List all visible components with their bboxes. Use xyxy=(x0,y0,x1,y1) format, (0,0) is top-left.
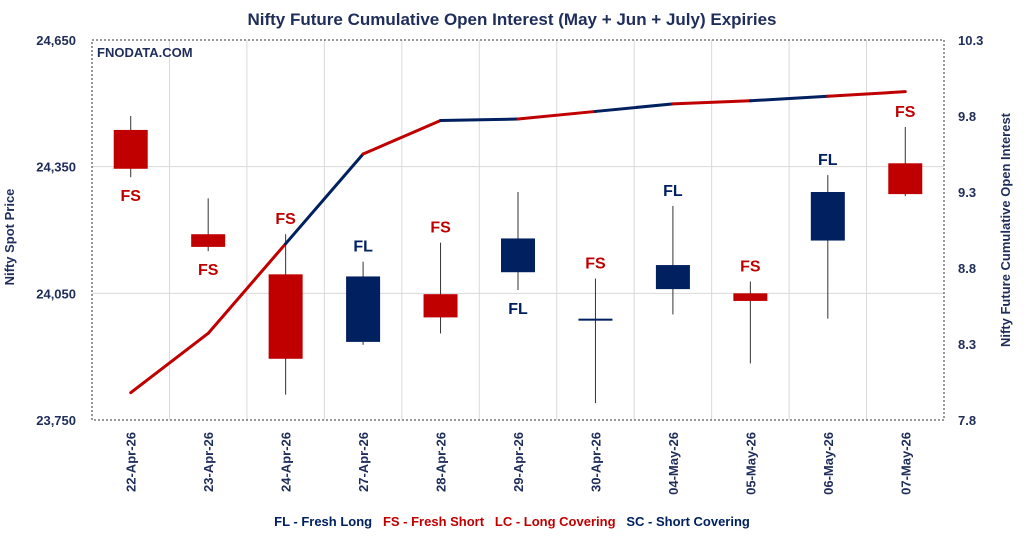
candle-label: FL xyxy=(508,301,528,318)
candle-label: FL xyxy=(353,239,373,256)
x-axis: 22-Apr-26 23-Apr-26 24-Apr-26 27-Apr-26 28-A… xyxy=(124,432,914,495)
candle-label: FL xyxy=(663,183,683,200)
legend-item-sc: SC - Short Covering xyxy=(616,514,750,529)
y-right-tick: 10.3 xyxy=(958,33,983,48)
candle-body xyxy=(888,163,923,195)
y-left-tick: 24,350 xyxy=(36,160,76,175)
y-right-label: Nifty Future Cumulative Open Interest xyxy=(998,112,1013,347)
x-tick: 04-May-26 xyxy=(666,432,681,495)
oi-segment xyxy=(671,99,752,106)
candlesticks xyxy=(113,116,923,404)
legend-item-fs: FS - Fresh Short xyxy=(372,514,485,529)
candle-label: FS xyxy=(895,104,916,121)
oi-segment xyxy=(826,90,907,98)
legend-item-fl: FL - Fresh Long xyxy=(274,514,372,529)
candle xyxy=(810,175,845,319)
legend-item-lc: LC - Long Covering xyxy=(484,514,615,529)
open-interest-line xyxy=(129,90,907,395)
x-tick: 27-Apr-26 xyxy=(356,432,371,492)
candle-label: FS xyxy=(121,188,142,205)
watermark: FNODATA.COM xyxy=(97,45,193,60)
oi-segment xyxy=(516,109,597,121)
candle-label: FL xyxy=(818,152,838,169)
candle-label: FS xyxy=(585,256,606,273)
candle-body xyxy=(113,129,148,169)
candle-annotations: FS FS FS FL FS FL FS FL FS FL FS xyxy=(121,104,916,318)
y-right-tick: 8.3 xyxy=(958,337,976,352)
oi-segment xyxy=(439,117,520,123)
candle-body xyxy=(501,238,535,273)
candle-label: FS xyxy=(275,211,296,228)
x-tick: 29-Apr-26 xyxy=(511,432,526,492)
candle xyxy=(346,261,381,345)
candle-body xyxy=(191,234,226,247)
x-tick: 22-Apr-26 xyxy=(124,432,139,492)
candle-body xyxy=(268,274,303,359)
plot-area-border xyxy=(91,39,945,421)
y-right-tick: 8.8 xyxy=(958,261,976,276)
candle xyxy=(191,198,226,252)
x-tick: 24-Apr-26 xyxy=(279,432,294,492)
chart-title: Nifty Future Cumulative Open Interest (M… xyxy=(247,10,776,29)
candle xyxy=(268,234,303,395)
x-tick: 30-Apr-26 xyxy=(588,432,603,492)
candle-body xyxy=(346,276,381,342)
y-right-tick: 9.8 xyxy=(958,109,976,124)
oi-segment xyxy=(284,152,365,246)
x-tick: 05-May-26 xyxy=(743,432,758,495)
right-y-axis: 10.3 9.8 9.3 8.8 8.3 7.8 xyxy=(958,33,983,428)
oi-segment xyxy=(593,102,675,113)
candle-label: FS xyxy=(430,220,451,237)
x-tick: 28-Apr-26 xyxy=(434,432,449,492)
x-tick: 06-May-26 xyxy=(821,432,836,495)
y-left-tick: 24,650 xyxy=(36,33,76,48)
oi-segment xyxy=(206,242,288,335)
candle-body xyxy=(423,294,458,318)
candle-body xyxy=(733,293,768,301)
candle xyxy=(888,126,923,197)
candle-label: FS xyxy=(740,259,761,276)
candle xyxy=(423,242,458,334)
left-y-axis: 24,650 24,350 24,050 23,750 xyxy=(36,33,76,428)
candle xyxy=(733,281,768,364)
oi-segment xyxy=(129,331,210,395)
x-tick: 23-Apr-26 xyxy=(201,432,216,492)
candle-body xyxy=(810,192,845,241)
y-left-tick: 24,050 xyxy=(36,286,76,301)
y-right-tick: 7.8 xyxy=(958,413,976,428)
candle-label: FS xyxy=(198,262,219,279)
candle xyxy=(113,116,148,178)
gridlines xyxy=(92,40,944,420)
candle xyxy=(655,205,690,315)
oi-segment xyxy=(361,119,443,156)
oi-segment xyxy=(748,94,830,103)
y-left-label: Nifty Spot Price xyxy=(2,189,17,286)
candle xyxy=(578,278,613,404)
legend-text: FL - Fresh Long FS - Fresh Short LC - Lo… xyxy=(274,514,750,529)
legend: FL - Fresh Long FS - Fresh Short LC - Lo… xyxy=(274,514,750,529)
candle xyxy=(501,192,535,290)
candle-body xyxy=(578,318,613,321)
x-tick: 07-May-26 xyxy=(898,432,913,495)
y-right-tick: 9.3 xyxy=(958,185,976,200)
candle-body xyxy=(655,265,690,290)
y-left-tick: 23,750 xyxy=(36,413,76,428)
